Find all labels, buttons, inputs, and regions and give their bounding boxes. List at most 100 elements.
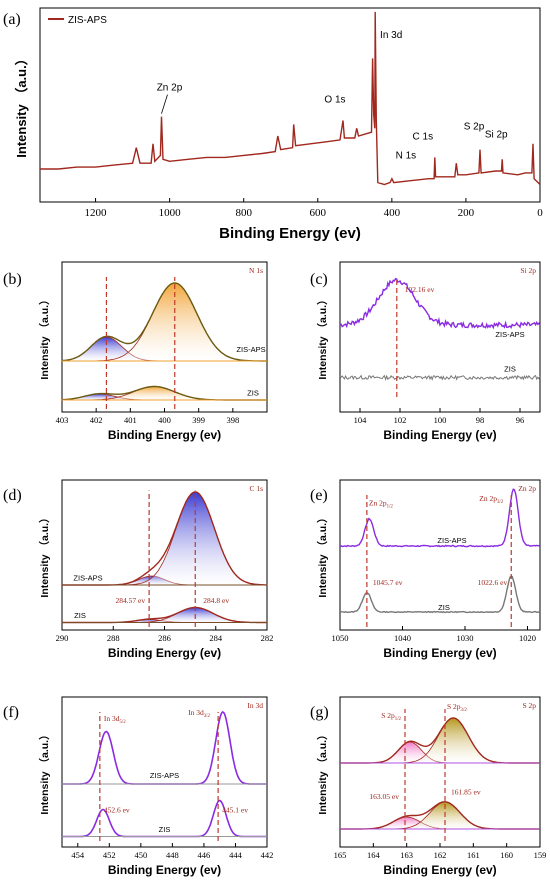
fit-component (62, 607, 267, 623)
x-tick-label: 0 (537, 207, 543, 219)
x-tick-label: 165 (334, 850, 347, 860)
x-tick-label: 398 (226, 415, 239, 425)
x-tick-label: 200 (458, 207, 475, 219)
peak-label: 284.57 ev (116, 596, 146, 605)
x-tick-label: 800 (235, 207, 252, 219)
panel-label: (a) (3, 11, 21, 28)
fit-component (340, 801, 540, 830)
sample-label: ZIS (504, 365, 516, 374)
x-tick-label: 290 (56, 633, 69, 643)
panel-a: 1200 1000 800 600 400 200 0 Binding Energy (ev)… (3, 7, 543, 242)
peak-label: 161.85 ev (451, 788, 481, 797)
panel-label: (g) (310, 704, 329, 721)
peak-annotation: In 3d (380, 30, 402, 41)
x-tick-label: 600 (310, 207, 327, 219)
x-tick-label: 403 (56, 415, 69, 425)
x-axis-label: Binding Energy (ev) (108, 863, 221, 877)
panel-label: (e) (310, 487, 328, 504)
element-label: N 1s (249, 266, 263, 275)
y-axis-label: Intensity （a.u.） (14, 52, 29, 157)
element-label: Si 2p (520, 266, 536, 275)
x-tick-label: 96 (516, 415, 525, 425)
x-tick-label: 284 (209, 633, 223, 643)
x-axis-label: Binding Energy (ev) (108, 646, 221, 660)
x-tick-label: 444 (229, 850, 243, 860)
x-tick-label: 454 (71, 850, 85, 860)
peak-label: 1045.7 ev (373, 578, 403, 587)
x-axis-label: Binding Energy (ev) (383, 646, 496, 660)
x-tick-label: 1030 (457, 633, 474, 643)
peak-annotation: N 1s (396, 151, 417, 162)
peak-label: S 2p3/2 (447, 702, 467, 713)
panel-label: (f) (3, 704, 19, 721)
panel-label: (c) (310, 271, 328, 288)
x-tick-label: 402 (90, 415, 103, 425)
x-tick-label: 400 (384, 207, 401, 219)
x-tick-label: 1020 (519, 633, 536, 643)
x-tick-label: 399 (192, 415, 205, 425)
peak-label: In 3d3/2 (188, 708, 210, 719)
y-axis-label: Intensity （a.u.） (38, 512, 51, 597)
x-tick-label: 159 (534, 850, 547, 860)
panel-label: (b) (3, 271, 22, 288)
fit-component (62, 491, 268, 586)
x-axis-label: Binding Energy (ev) (383, 428, 496, 442)
x-tick-label: 401 (124, 415, 137, 425)
fit-component (340, 717, 540, 764)
x-tick-label: 282 (261, 633, 274, 643)
annotation-leader (161, 94, 168, 114)
x-tick-label: 442 (261, 850, 274, 860)
sample-label: ZIS-APS (73, 574, 102, 583)
element-label: S 2p (522, 701, 536, 710)
peak-label: 163.05 ev (369, 792, 399, 801)
peak-label: Zn 2p1/2 (369, 499, 393, 510)
element-label: In 3d (247, 701, 263, 710)
panel-f: 454 452 450 448 446 444 442 Binding Energy (ev)… (3, 696, 274, 877)
x-tick-label: 164 (367, 850, 381, 860)
x-tick-label: 450 (134, 850, 147, 860)
x-tick-label: 286 (158, 633, 171, 643)
sample-label: ZIS (438, 603, 450, 612)
x-tick-label: 160 (500, 850, 513, 860)
x-tick-label: 104 (354, 415, 368, 425)
panel-d: 290 288 286 284 282 Binding Energy (ev) Intens… (3, 479, 274, 660)
y-axis-label: Intensity （a.u.） (316, 294, 329, 379)
element-label: C 1s (249, 484, 263, 493)
sample-label: ZIS (159, 825, 171, 834)
zis-aps-curve (61, 282, 267, 362)
panel-e: 1050 1040 1030 1020 Binding Energy (ev) Inten… (310, 479, 541, 660)
x-tick-label: 98 (476, 415, 485, 425)
zis-curve (339, 374, 541, 381)
panel-c: 104 102 100 98 96 Binding Energy (ev) Intensit… (310, 261, 541, 442)
peak-annotation: S 2p (464, 122, 485, 133)
peak-label: In 3d5/2 (104, 714, 126, 725)
x-tick-label: 163 (400, 850, 413, 860)
x-tick-label: 100 (434, 415, 447, 425)
x-axis-label: Binding Energy (ev) (108, 428, 221, 442)
peak-label: S 2p1/2 (381, 711, 401, 722)
series-line (40, 11, 541, 186)
peak-label: 284.8 ev (203, 596, 229, 605)
sample-label: ZIS-APS (495, 330, 524, 339)
sample-label: ZIS-APS (437, 536, 466, 545)
sample-label: ZIS (247, 389, 259, 398)
x-tick-label: 446 (198, 850, 211, 860)
peak-annotation: Zn 2p (157, 83, 183, 94)
sample-label: ZIS (74, 611, 86, 620)
x-tick-label: 102 (394, 415, 407, 425)
element-label: Zn 2p (518, 484, 536, 493)
x-tick-label: 1040 (394, 633, 411, 643)
y-axis-label: Intensity （a.u.） (38, 294, 51, 379)
x-tick-label: 448 (166, 850, 179, 860)
y-axis-label: Intensity （a.u.） (316, 512, 329, 597)
x-tick-label: 1050 (332, 633, 349, 643)
x-tick-label: 1200 (85, 207, 108, 219)
peak-label: 1022.6 ev (478, 578, 508, 587)
x-tick-label: 162 (434, 850, 447, 860)
sample-label: ZIS-APS (150, 771, 179, 780)
peak-annotation: Si 2p (485, 129, 508, 140)
peak-label: 452.6 ev (104, 806, 130, 815)
panel-b: 403 402 401 400 399 398 Binding Energy (ev) Int… (3, 261, 268, 442)
axes-frame (339, 479, 541, 631)
